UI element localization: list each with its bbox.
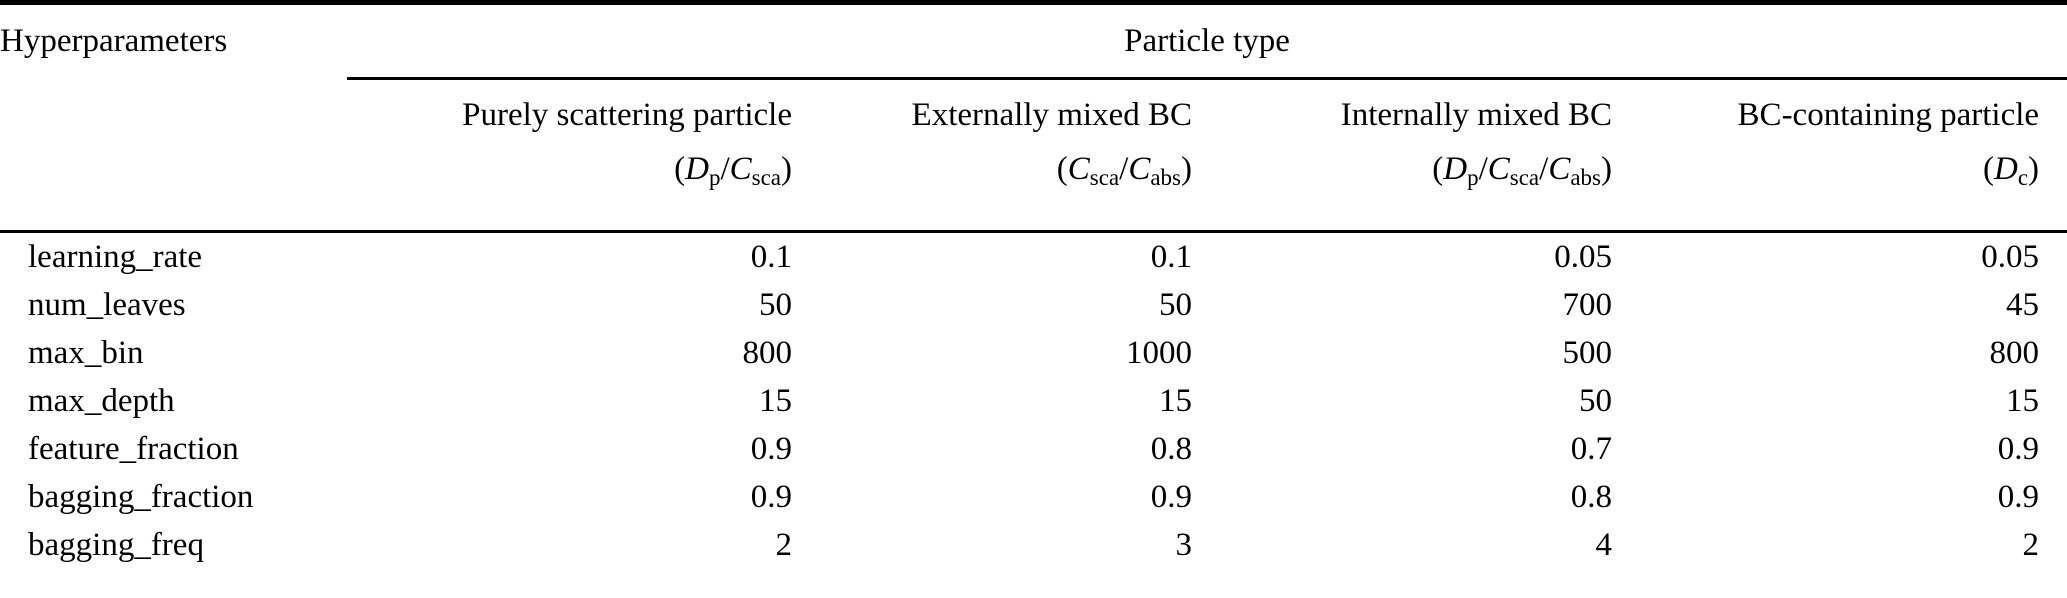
- cell-value: 2: [775, 527, 793, 563]
- cell-value: 0.8: [1570, 479, 1612, 515]
- row-label: max_bin: [28, 335, 144, 371]
- cell-value: 50: [759, 287, 792, 323]
- column-header-internally-mixed-bc: Internally mixed BC (Dp/Csca/Cabs): [1200, 78, 1620, 233]
- cell-value: 15: [2006, 383, 2040, 419]
- table-row: feature_fraction 0.9 0.8 0.7 0.9: [0, 425, 2067, 473]
- formula-segment: D: [1993, 151, 2018, 187]
- formula-segment: C: [1128, 151, 1151, 187]
- cell-value: 0.05: [1554, 239, 1612, 275]
- formula-segment: /: [1119, 151, 1129, 187]
- formula-segment: abs: [1570, 165, 1601, 190]
- cell-value: 2: [2022, 527, 2040, 563]
- row-label: bagging_freq: [28, 527, 204, 563]
- row-label: max_depth: [28, 383, 175, 419]
- column-header-externally-mixed-bc: Externally mixed BC (Csca/Cabs): [800, 78, 1200, 233]
- row-label: num_leaves: [28, 287, 186, 323]
- row-label: learning_rate: [28, 239, 203, 275]
- column-title: Externally mixed BC: [911, 97, 1192, 133]
- formula-segment: sca: [1089, 165, 1120, 190]
- formula-segment: ): [781, 151, 792, 187]
- column-formula: (Csca/Cabs): [800, 142, 1192, 205]
- cell-value: 0.1: [1150, 239, 1192, 275]
- formula-segment: (: [674, 151, 686, 187]
- cell-value: 50: [1159, 287, 1192, 323]
- table-row: max_depth 15 15 50 15: [0, 377, 2067, 425]
- empty-header-cell: [0, 78, 347, 233]
- formula-segment: /: [720, 151, 730, 187]
- formula-segment: ): [1181, 151, 1192, 187]
- table-row: learning_rate 0.1 0.1 0.05 0.05: [0, 232, 2067, 282]
- column-formula: (Dp/Csca/Cabs): [1200, 142, 1612, 205]
- formula-segment: ): [1601, 151, 1612, 187]
- column-header-row: Purely scattering particle (Dp/Csca) Ext…: [0, 78, 2067, 233]
- column-header-bc-containing: BC-containing particle (Dc): [1620, 78, 2067, 233]
- table-row: bagging_freq 2 3 4 2: [0, 521, 2067, 569]
- formula-segment: p: [1467, 165, 1479, 190]
- column-formula: (Dc): [1620, 142, 2039, 205]
- table-row: num_leaves 50 50 700 45: [0, 281, 2067, 329]
- cell-value: 0.9: [750, 479, 792, 515]
- cell-value: 500: [1562, 335, 1613, 371]
- row-label: feature_fraction: [28, 431, 239, 467]
- column-title: Purely scattering particle: [462, 97, 792, 133]
- row-label: bagging_fraction: [28, 479, 254, 515]
- table-row: max_bin 800 1000 500 800: [0, 329, 2067, 377]
- column-title: Internally mixed BC: [1340, 97, 1612, 133]
- corner-header: Hyperparameters: [0, 23, 228, 60]
- cell-value: 0.05: [1981, 239, 2040, 275]
- formula-segment: c: [2017, 165, 2029, 190]
- formula-segment: D: [685, 151, 709, 187]
- cell-value: 3: [1175, 527, 1193, 563]
- group-header-particle-type: Particle type: [347, 2, 2067, 80]
- table-row: bagging_fraction 0.9 0.9 0.8 0.9: [0, 473, 2067, 521]
- cell-value: 0.9: [750, 431, 792, 467]
- cell-value: 800: [742, 335, 793, 371]
- formula-segment: ): [2028, 151, 2040, 187]
- cell-value: 50: [1579, 383, 1612, 419]
- formula-segment: C: [729, 151, 752, 187]
- cell-value: 0.1: [750, 239, 792, 275]
- formula-segment: sca: [751, 165, 781, 190]
- formula-segment: /: [1539, 151, 1549, 187]
- cell-value: 4: [1595, 527, 1613, 563]
- formula-segment: C: [1067, 151, 1090, 187]
- table-body: learning_rate 0.1 0.1 0.05 0.05 num_leaves 50 5…: [0, 232, 2067, 598]
- formula-segment: C: [1548, 151, 1571, 187]
- formula-segment: (: [1982, 151, 1994, 187]
- cell-value: 1000: [1126, 335, 1192, 371]
- cell-value: 15: [759, 383, 792, 419]
- spacer-row: [0, 569, 2067, 598]
- column-header-purely-scattering: Purely scattering particle (Dp/Csca): [347, 78, 800, 233]
- cell-value: 0.7: [1570, 431, 1612, 467]
- formula-segment: D: [1443, 151, 1468, 187]
- cell-value: 800: [1989, 335, 2040, 371]
- formula-segment: /: [1478, 151, 1488, 187]
- table-header: Hyperparameters Particle type Purely sca…: [0, 2, 2067, 233]
- cell-value: 700: [1562, 287, 1613, 323]
- cell-value: 0.9: [1997, 479, 2040, 515]
- cell-value: 15: [1159, 383, 1192, 419]
- group-header-row: Hyperparameters Particle type: [0, 2, 2067, 80]
- formula-segment: p: [708, 165, 721, 190]
- column-title: BC-containing particle: [1737, 97, 2040, 133]
- formula-segment: abs: [1150, 165, 1181, 190]
- formula-segment: sca: [1509, 165, 1540, 190]
- formula-segment: (: [1432, 151, 1444, 187]
- column-formula: (Dp/Csca): [347, 142, 792, 205]
- spacer-cell: [0, 569, 2067, 598]
- cell-value: 0.9: [1997, 431, 2040, 467]
- cell-value: 45: [2006, 287, 2040, 323]
- formula-segment: C: [1487, 151, 1510, 187]
- cell-value: 0.9: [1150, 479, 1192, 515]
- cell-value: 0.8: [1150, 431, 1192, 467]
- formula-segment: (: [1056, 151, 1068, 187]
